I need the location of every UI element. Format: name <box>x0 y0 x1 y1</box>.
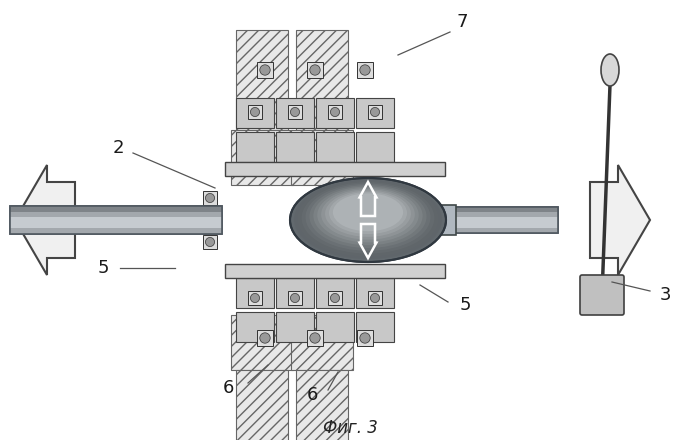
Ellipse shape <box>330 293 340 303</box>
Ellipse shape <box>206 194 214 202</box>
Bar <box>428 205 456 235</box>
Bar <box>356 278 394 308</box>
Bar <box>225 264 445 278</box>
Text: 7: 7 <box>456 13 468 31</box>
Ellipse shape <box>370 107 379 117</box>
Bar <box>10 223 222 228</box>
Bar <box>276 278 314 308</box>
Bar <box>231 130 293 185</box>
Bar <box>428 227 558 233</box>
Polygon shape <box>15 165 75 275</box>
Ellipse shape <box>314 187 423 245</box>
Ellipse shape <box>290 293 300 303</box>
Bar <box>203 235 217 249</box>
Ellipse shape <box>251 107 260 117</box>
Bar <box>236 370 288 440</box>
Bar <box>356 132 394 162</box>
Ellipse shape <box>329 192 407 234</box>
Text: 3: 3 <box>659 286 671 304</box>
Bar <box>248 105 262 119</box>
Ellipse shape <box>310 65 320 75</box>
Ellipse shape <box>290 107 300 117</box>
Ellipse shape <box>333 194 403 231</box>
Bar <box>296 370 348 440</box>
Ellipse shape <box>310 333 320 343</box>
Bar <box>307 330 323 346</box>
Ellipse shape <box>298 181 438 257</box>
Ellipse shape <box>321 189 415 240</box>
Bar <box>428 213 558 217</box>
Bar <box>231 315 293 370</box>
Bar <box>428 207 558 213</box>
Bar <box>288 105 302 119</box>
Text: 2: 2 <box>112 139 124 157</box>
Ellipse shape <box>251 293 260 303</box>
Bar <box>236 278 274 308</box>
Bar <box>10 206 222 234</box>
Bar <box>428 207 558 233</box>
Bar <box>236 312 274 342</box>
Bar <box>291 130 353 185</box>
Text: 5: 5 <box>459 296 470 314</box>
Text: 6: 6 <box>307 386 318 404</box>
Bar <box>368 105 382 119</box>
Text: 6: 6 <box>223 379 234 397</box>
Ellipse shape <box>302 182 434 253</box>
Ellipse shape <box>206 238 214 246</box>
Bar <box>288 291 302 305</box>
Ellipse shape <box>260 333 270 343</box>
Ellipse shape <box>330 107 340 117</box>
Bar <box>276 132 314 162</box>
Ellipse shape <box>294 180 442 259</box>
Bar <box>316 278 354 308</box>
Bar <box>316 98 354 128</box>
FancyBboxPatch shape <box>580 275 624 315</box>
Bar <box>428 207 558 233</box>
Bar <box>368 291 382 305</box>
Ellipse shape <box>360 333 370 343</box>
Bar <box>296 30 348 130</box>
Bar <box>316 312 354 342</box>
Bar <box>356 98 394 128</box>
Bar <box>428 217 558 223</box>
Bar <box>357 62 373 78</box>
Ellipse shape <box>601 54 619 86</box>
Bar <box>428 223 558 227</box>
Bar <box>316 132 354 162</box>
Ellipse shape <box>309 185 426 248</box>
Bar <box>357 330 373 346</box>
Bar <box>10 217 222 223</box>
Ellipse shape <box>290 178 446 262</box>
Bar <box>307 62 323 78</box>
Bar <box>236 30 288 130</box>
Bar <box>328 291 342 305</box>
Bar <box>356 312 394 342</box>
Bar <box>276 312 314 342</box>
Bar <box>276 98 314 128</box>
Ellipse shape <box>370 293 379 303</box>
Polygon shape <box>590 165 650 275</box>
Bar <box>236 98 274 128</box>
Bar <box>328 105 342 119</box>
Ellipse shape <box>325 191 411 237</box>
Text: 5: 5 <box>97 259 108 277</box>
Ellipse shape <box>260 65 270 75</box>
Bar <box>10 206 222 212</box>
Text: Фиг. 3: Фиг. 3 <box>323 419 377 437</box>
Bar <box>291 315 353 370</box>
Bar <box>225 162 445 176</box>
Bar <box>203 191 217 205</box>
Ellipse shape <box>317 188 419 242</box>
Bar <box>10 212 222 217</box>
Bar <box>10 206 222 234</box>
Bar <box>10 228 222 234</box>
Ellipse shape <box>290 178 446 262</box>
Bar <box>257 330 273 346</box>
Ellipse shape <box>306 183 430 251</box>
Bar <box>248 291 262 305</box>
Ellipse shape <box>360 65 370 75</box>
Bar <box>236 132 274 162</box>
Bar <box>257 62 273 78</box>
